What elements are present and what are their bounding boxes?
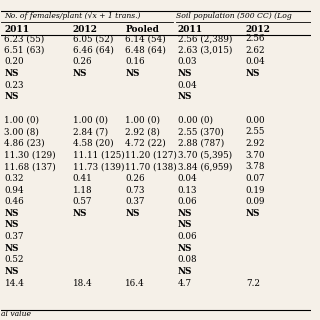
Text: 0.07: 0.07 bbox=[246, 174, 265, 183]
Text: 2012: 2012 bbox=[246, 25, 271, 34]
Text: 3.78: 3.78 bbox=[246, 162, 265, 171]
Text: NS: NS bbox=[4, 69, 19, 78]
Text: 4.72 (22): 4.72 (22) bbox=[125, 139, 166, 148]
Text: 2.92 (8): 2.92 (8) bbox=[125, 127, 160, 136]
Text: 3.70: 3.70 bbox=[246, 151, 265, 160]
Text: NS: NS bbox=[4, 244, 19, 253]
Text: 2.92: 2.92 bbox=[246, 139, 265, 148]
Text: 0.94: 0.94 bbox=[4, 186, 24, 195]
Text: Pooled: Pooled bbox=[125, 25, 159, 34]
Text: 0.57: 0.57 bbox=[73, 197, 92, 206]
Text: 6.14 (54): 6.14 (54) bbox=[125, 34, 166, 43]
Text: 11.70 (138): 11.70 (138) bbox=[125, 162, 177, 171]
Text: NS: NS bbox=[4, 209, 19, 218]
Text: 3.70 (5,395): 3.70 (5,395) bbox=[178, 151, 232, 160]
Text: 0.16: 0.16 bbox=[125, 58, 145, 67]
Text: NS: NS bbox=[4, 220, 19, 229]
Text: 2.63 (3,015): 2.63 (3,015) bbox=[178, 46, 232, 55]
Text: 2.88 (787): 2.88 (787) bbox=[178, 139, 224, 148]
Text: NS: NS bbox=[246, 69, 260, 78]
Text: 2012: 2012 bbox=[73, 25, 98, 34]
Text: 2011: 2011 bbox=[178, 25, 203, 34]
Text: 0.08: 0.08 bbox=[178, 255, 197, 264]
Text: 11.11 (125): 11.11 (125) bbox=[73, 151, 124, 160]
Text: 0.04: 0.04 bbox=[178, 174, 197, 183]
Text: 2.55 (370): 2.55 (370) bbox=[178, 127, 224, 136]
Text: NS: NS bbox=[178, 209, 192, 218]
Text: 0.06: 0.06 bbox=[178, 197, 197, 206]
Text: 0.19: 0.19 bbox=[246, 186, 265, 195]
Text: 0.37: 0.37 bbox=[125, 197, 145, 206]
Text: 0.46: 0.46 bbox=[4, 197, 24, 206]
Text: 0.06: 0.06 bbox=[178, 232, 197, 241]
Text: 4.58 (20): 4.58 (20) bbox=[73, 139, 113, 148]
Text: 18.4: 18.4 bbox=[73, 279, 92, 288]
Text: 1.00 (0): 1.00 (0) bbox=[4, 116, 39, 125]
Text: 0.41: 0.41 bbox=[73, 174, 92, 183]
Text: NS: NS bbox=[178, 267, 192, 276]
Text: 0.00 (0): 0.00 (0) bbox=[178, 116, 213, 125]
Text: 6.46 (64): 6.46 (64) bbox=[73, 46, 113, 55]
Text: 11.73 (139): 11.73 (139) bbox=[73, 162, 124, 171]
Text: 0.04: 0.04 bbox=[178, 81, 197, 90]
Text: NS: NS bbox=[178, 244, 192, 253]
Text: 0.00: 0.00 bbox=[246, 116, 265, 125]
Text: 0.23: 0.23 bbox=[4, 81, 24, 90]
Text: al value: al value bbox=[1, 310, 31, 318]
Text: 2.62: 2.62 bbox=[246, 46, 265, 55]
Text: 11.68 (137): 11.68 (137) bbox=[4, 162, 56, 171]
Text: 11.30 (129): 11.30 (129) bbox=[4, 151, 56, 160]
Text: Soil population (500 CC) (Log: Soil population (500 CC) (Log bbox=[176, 12, 292, 20]
Text: 2.84 (7): 2.84 (7) bbox=[73, 127, 108, 136]
Text: NS: NS bbox=[73, 69, 87, 78]
Text: 0.13: 0.13 bbox=[178, 186, 197, 195]
Text: 6.48 (64): 6.48 (64) bbox=[125, 46, 166, 55]
Text: 1.18: 1.18 bbox=[73, 186, 92, 195]
Text: 2.56 (2,389): 2.56 (2,389) bbox=[178, 34, 232, 43]
Text: 11.20 (127): 11.20 (127) bbox=[125, 151, 177, 160]
Text: 7.2: 7.2 bbox=[246, 279, 260, 288]
Text: NS: NS bbox=[178, 220, 192, 229]
Text: 3.00 (8): 3.00 (8) bbox=[4, 127, 39, 136]
Text: NS: NS bbox=[73, 209, 87, 218]
Text: 0.26: 0.26 bbox=[125, 174, 145, 183]
Text: 1.00 (0): 1.00 (0) bbox=[125, 116, 160, 125]
Text: NS: NS bbox=[178, 69, 192, 78]
Text: 0.26: 0.26 bbox=[73, 58, 92, 67]
Text: 0.32: 0.32 bbox=[4, 174, 24, 183]
Text: 2.56: 2.56 bbox=[246, 34, 265, 43]
Text: 16.4: 16.4 bbox=[125, 279, 145, 288]
Text: 0.20: 0.20 bbox=[4, 58, 24, 67]
Text: 0.09: 0.09 bbox=[246, 197, 265, 206]
Text: 4.7: 4.7 bbox=[178, 279, 192, 288]
Text: 6.23 (55): 6.23 (55) bbox=[4, 34, 45, 43]
Text: NS: NS bbox=[125, 69, 140, 78]
Text: 6.05 (52): 6.05 (52) bbox=[73, 34, 113, 43]
Text: NS: NS bbox=[4, 92, 19, 101]
Text: 1.00 (0): 1.00 (0) bbox=[73, 116, 108, 125]
Text: NS: NS bbox=[246, 209, 260, 218]
Text: NS: NS bbox=[178, 92, 192, 101]
Text: 0.37: 0.37 bbox=[4, 232, 24, 241]
Text: NS: NS bbox=[125, 209, 140, 218]
Text: 2011: 2011 bbox=[4, 25, 30, 34]
Text: 0.04: 0.04 bbox=[246, 58, 266, 67]
Text: 0.52: 0.52 bbox=[4, 255, 24, 264]
Text: 4.86 (23): 4.86 (23) bbox=[4, 139, 45, 148]
Text: 0.03: 0.03 bbox=[178, 58, 197, 67]
Text: 2.55: 2.55 bbox=[246, 127, 265, 136]
Text: NS: NS bbox=[4, 267, 19, 276]
Text: 6.51 (63): 6.51 (63) bbox=[4, 46, 45, 55]
Text: No. of females/plant (√x + 1 trans.): No. of females/plant (√x + 1 trans.) bbox=[4, 11, 141, 20]
Text: 14.4: 14.4 bbox=[4, 279, 24, 288]
Text: 3.84 (6,959): 3.84 (6,959) bbox=[178, 162, 232, 171]
Text: 0.73: 0.73 bbox=[125, 186, 145, 195]
